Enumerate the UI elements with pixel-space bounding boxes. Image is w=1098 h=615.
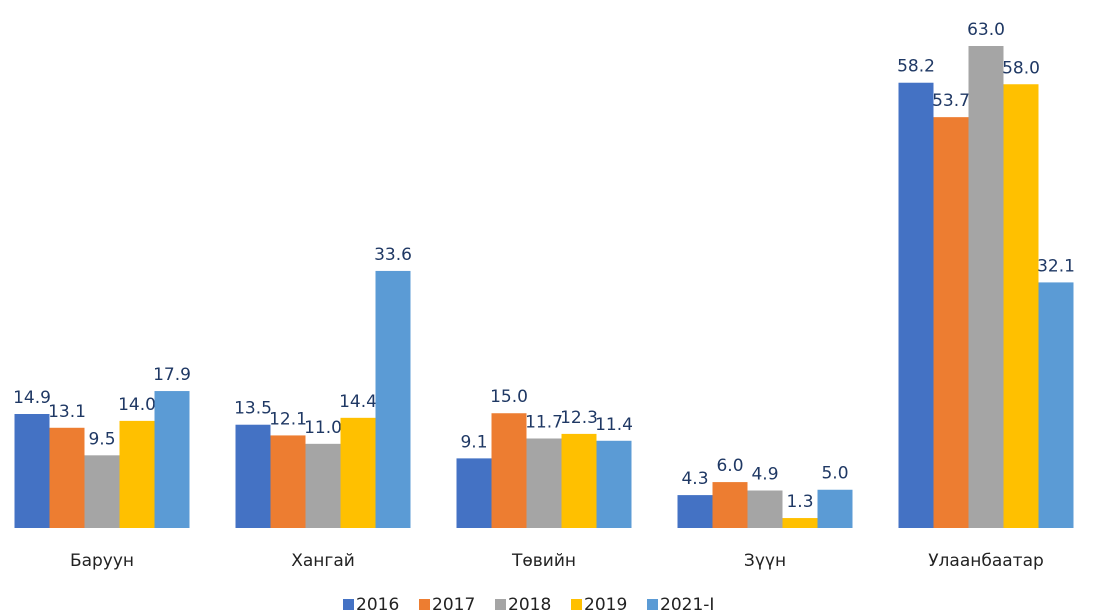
value-label: 14.4 — [339, 392, 377, 412]
legend-swatch — [571, 599, 582, 610]
x-tick-label: Улаанбаатар — [928, 551, 1044, 571]
bar — [154, 391, 190, 528]
value-label: 58.0 — [1002, 58, 1040, 78]
value-label: 53.7 — [932, 91, 970, 111]
value-label: 9.5 — [88, 429, 115, 449]
legend-label: 2018 — [508, 595, 551, 615]
bar — [375, 270, 411, 528]
value-label: 11.4 — [595, 415, 633, 435]
bar — [677, 495, 713, 528]
bar — [526, 438, 562, 528]
bar — [270, 435, 306, 528]
bar — [84, 455, 120, 528]
bar — [596, 440, 632, 528]
x-tick-label: Төвийн — [511, 551, 576, 571]
legend-swatch — [495, 599, 506, 610]
legend-swatch — [343, 599, 354, 610]
bar — [747, 490, 783, 528]
value-label: 13.1 — [48, 402, 86, 422]
value-label: 14.9 — [13, 388, 51, 408]
x-tick-label: Зүүн — [744, 551, 786, 571]
bar — [49, 427, 85, 528]
bar — [898, 82, 934, 528]
value-label: 1.3 — [786, 492, 813, 512]
legend-swatch — [419, 599, 430, 610]
value-label: 6.0 — [716, 456, 743, 476]
legend-label: 2017 — [432, 595, 475, 615]
legend-label: 2016 — [356, 595, 399, 615]
value-label: 63.0 — [967, 20, 1005, 40]
bar — [340, 417, 376, 528]
bar — [561, 433, 597, 528]
legend-swatch — [647, 599, 658, 610]
value-label: 58.2 — [897, 57, 935, 77]
value-label: 5.0 — [821, 464, 848, 484]
value-label: 11.0 — [304, 418, 342, 438]
bar — [14, 414, 50, 528]
legend-label: 2021-I — [660, 595, 714, 615]
value-label: 11.7 — [525, 412, 563, 432]
value-label: 13.5 — [234, 399, 272, 419]
x-tick-label: Хангай — [291, 551, 355, 571]
value-label: 15.0 — [490, 387, 528, 407]
value-label: 9.1 — [460, 432, 487, 452]
bar — [968, 46, 1004, 528]
bar — [933, 117, 969, 529]
bar — [235, 424, 271, 528]
value-label: 12.3 — [560, 408, 598, 428]
value-label: 12.1 — [269, 409, 307, 429]
bar — [491, 413, 527, 528]
value-label: 32.1 — [1037, 256, 1075, 276]
value-label: 4.3 — [681, 469, 708, 489]
bar — [1003, 84, 1039, 528]
bar — [456, 458, 492, 528]
bar — [305, 443, 341, 528]
value-label: 17.9 — [153, 365, 191, 385]
bar — [782, 518, 818, 528]
value-label: 14.0 — [118, 395, 156, 415]
value-label: 33.6 — [374, 245, 412, 265]
x-tick-label: Баруун — [70, 551, 134, 571]
bar — [712, 482, 748, 528]
bar — [1038, 282, 1074, 528]
bar — [119, 420, 155, 528]
bar — [817, 489, 853, 528]
value-label: 4.9 — [751, 465, 778, 485]
legend-label: 2019 — [584, 595, 627, 615]
